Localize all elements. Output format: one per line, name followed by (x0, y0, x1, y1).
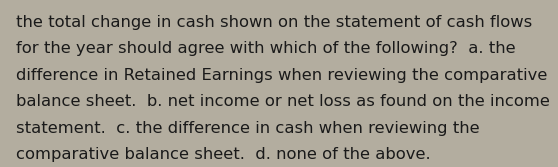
Text: difference in Retained Earnings when reviewing the comparative: difference in Retained Earnings when rev… (16, 68, 547, 83)
Text: the total change in cash shown on the statement of cash flows: the total change in cash shown on the st… (16, 15, 532, 30)
Text: for the year should agree with which of the following?  a. the: for the year should agree with which of … (16, 41, 515, 56)
Text: comparative balance sheet.  d. none of the above.: comparative balance sheet. d. none of th… (16, 147, 430, 162)
Text: statement.  c. the difference in cash when reviewing the: statement. c. the difference in cash whe… (16, 121, 479, 136)
Text: balance sheet.  b. net income or net loss as found on the income: balance sheet. b. net income or net loss… (16, 94, 550, 109)
